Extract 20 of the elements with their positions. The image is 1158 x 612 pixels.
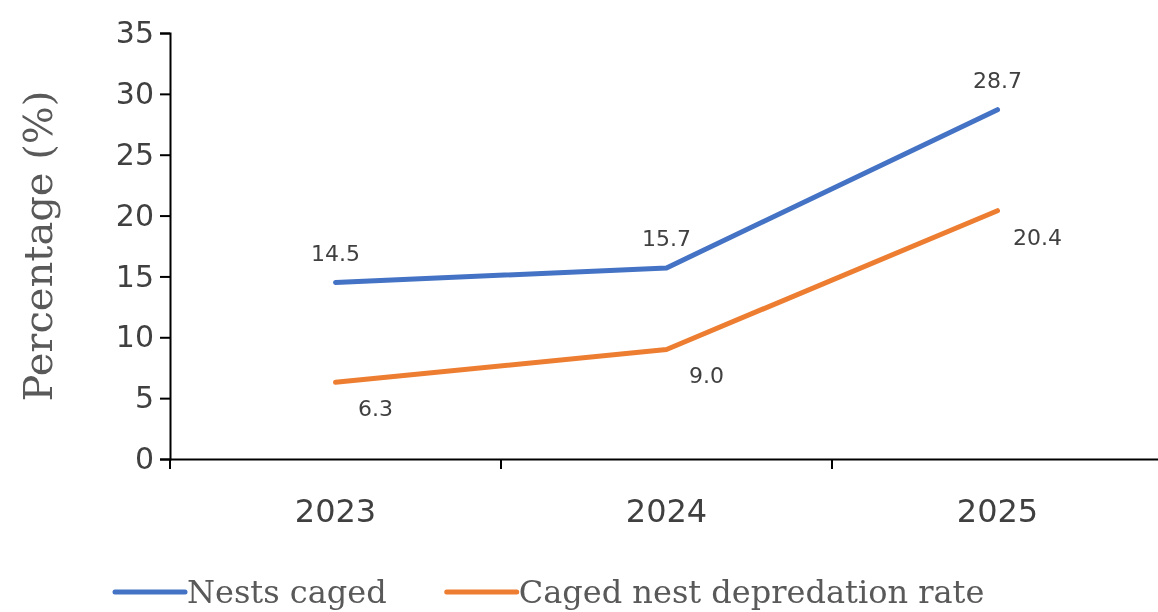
data-label: 14.5 (311, 240, 360, 266)
x-tick-label: 2025 (956, 491, 1039, 530)
data-label: 28.7 (973, 67, 1022, 93)
x-tick-label: 2024 (625, 491, 708, 530)
data-label: 9.0 (689, 363, 724, 389)
legend-label: Caged nest depredation rate (518, 573, 985, 611)
y-tick-label: 0 (134, 441, 154, 477)
data-label: 20.4 (1013, 224, 1062, 250)
y-tick-label: 30 (115, 75, 154, 111)
y-tick-label: 5 (134, 380, 154, 416)
y-tick-label: 35 (115, 15, 154, 51)
legend-label: Nests caged (187, 573, 387, 611)
y-tick-label: 25 (115, 136, 154, 172)
y-tick-label: 20 (115, 197, 154, 233)
y-axis-title: Percentage (%) (15, 90, 61, 402)
y-tick-label: 15 (115, 258, 154, 294)
data-label: 15.7 (642, 225, 691, 251)
data-label: 6.3 (358, 396, 393, 422)
x-tick-label: 2023 (294, 491, 377, 530)
y-tick-label: 10 (115, 319, 154, 355)
